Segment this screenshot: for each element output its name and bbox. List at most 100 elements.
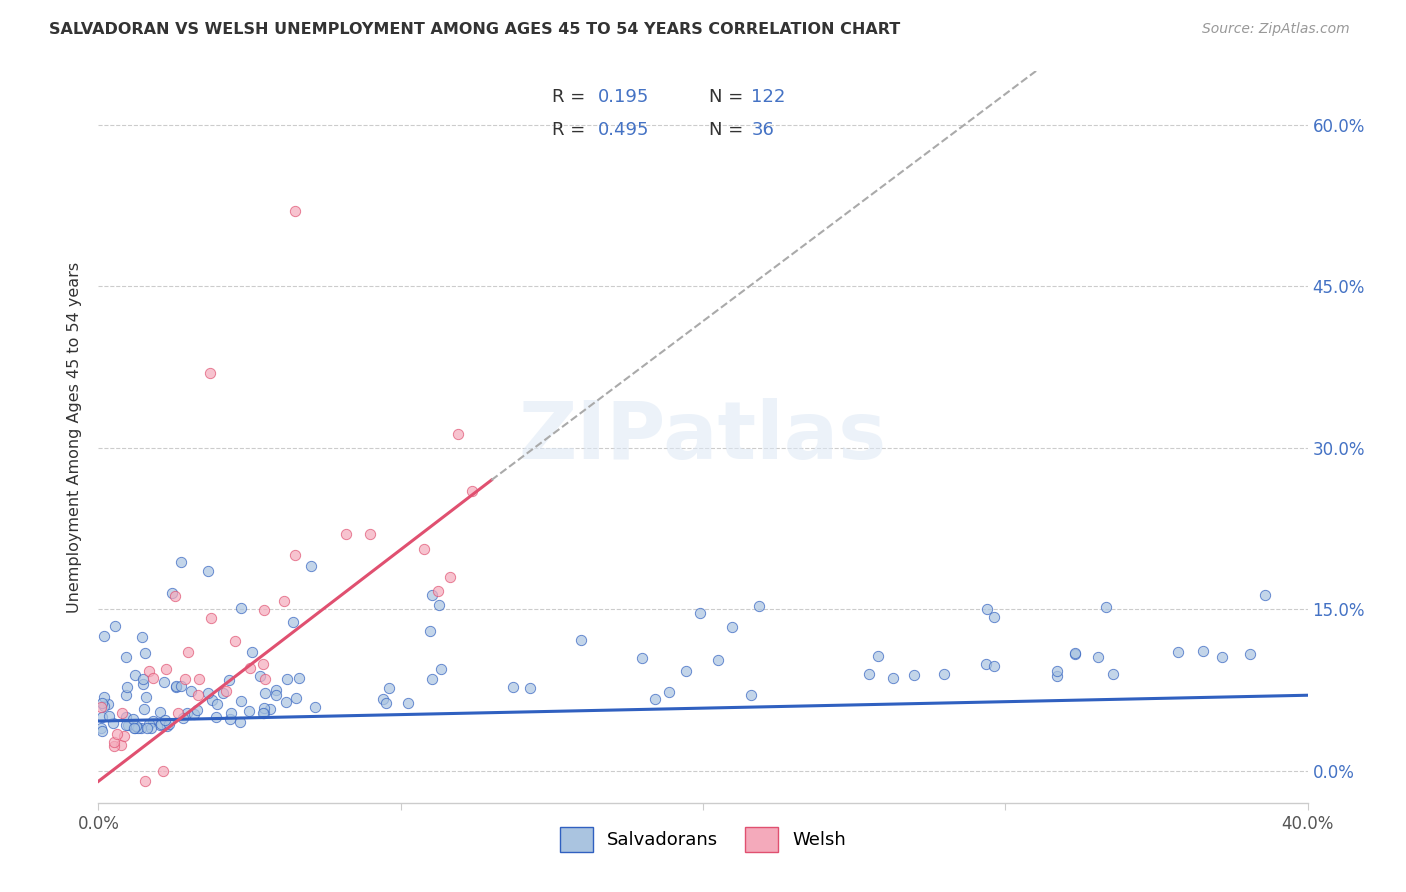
Point [284, 204, 307, 219]
Y-axis label: Unemployment Among Ages 45 to 54 years: Unemployment Among Ages 45 to 54 years [67, 261, 83, 613]
Point [1239, 647, 1261, 661]
Point [165, 679, 187, 693]
Point [430, 662, 453, 676]
Point [105, 727, 128, 741]
Point [644, 691, 666, 706]
Text: 122: 122 [751, 88, 786, 106]
Point [446, 427, 468, 442]
Point [299, 558, 322, 573]
Point [117, 718, 139, 732]
Point [254, 673, 277, 687]
Point [976, 602, 998, 616]
Point [631, 650, 654, 665]
Point [98, 709, 121, 723]
Point [200, 366, 222, 380]
Point [187, 688, 209, 702]
Point [152, 764, 174, 779]
Point [157, 717, 180, 731]
Point [134, 647, 156, 661]
Point [90, 696, 112, 710]
Text: SALVADORAN VS WELSH UNEMPLOYMENT AMONG AGES 45 TO 54 YEARS CORRELATION CHART: SALVADORAN VS WELSH UNEMPLOYMENT AMONG A… [49, 22, 900, 37]
Text: 36: 36 [751, 121, 775, 139]
Point [97, 697, 120, 711]
Point [252, 657, 274, 671]
Point [1167, 645, 1189, 659]
Point [111, 706, 134, 721]
Point [172, 711, 194, 725]
Point [177, 645, 200, 659]
Point [103, 735, 125, 749]
Point [571, 633, 593, 648]
Point [149, 718, 172, 732]
Point [115, 650, 138, 665]
Point [132, 702, 155, 716]
Point [396, 696, 419, 710]
Point [93, 629, 115, 643]
Point [162, 585, 184, 599]
Point [658, 685, 681, 699]
Point [136, 721, 159, 735]
Point [288, 672, 311, 686]
Point [1046, 664, 1069, 678]
Point [93, 690, 115, 705]
Point [229, 694, 252, 708]
Point [219, 713, 242, 727]
Point [983, 610, 1005, 624]
Point [183, 706, 205, 721]
Point [276, 672, 298, 686]
Point [166, 706, 188, 721]
Point [112, 729, 135, 743]
Point [259, 702, 281, 716]
Point [983, 658, 1005, 673]
Point [1087, 650, 1109, 665]
Point [413, 541, 436, 556]
Point [170, 555, 193, 569]
Point [197, 564, 219, 578]
Point [131, 721, 153, 735]
Point [215, 684, 238, 698]
Point [153, 713, 176, 727]
Point [131, 677, 153, 691]
Point [253, 701, 276, 715]
Point [1064, 647, 1087, 661]
Point [335, 527, 357, 541]
Point [127, 721, 149, 735]
Point [231, 601, 253, 615]
Point [131, 630, 153, 644]
Point [253, 603, 276, 617]
Point [103, 716, 125, 731]
Point [165, 680, 187, 694]
Point [174, 673, 197, 687]
Point [1094, 600, 1116, 615]
Point [974, 657, 997, 672]
Point [249, 669, 271, 683]
Text: Source: ZipAtlas.com: Source: ZipAtlas.com [1202, 22, 1350, 37]
Point [903, 667, 925, 681]
Point [748, 599, 770, 613]
Point [1192, 644, 1215, 658]
Point [176, 706, 198, 721]
Text: 0.195: 0.195 [598, 88, 650, 106]
Point [866, 649, 889, 664]
Point [90, 700, 112, 714]
Point [114, 710, 136, 724]
Point [152, 674, 174, 689]
Point [90, 721, 112, 735]
Point [426, 583, 449, 598]
Point [427, 599, 450, 613]
Point [93, 699, 115, 714]
Point [419, 624, 441, 639]
Point [197, 686, 219, 700]
Point [103, 739, 125, 753]
Point [238, 704, 260, 718]
Text: N =: N = [709, 88, 749, 106]
Point [502, 681, 524, 695]
Point [201, 692, 224, 706]
Point [205, 710, 228, 724]
Point [239, 661, 262, 675]
Point [519, 681, 541, 695]
Point [156, 719, 179, 733]
Point [254, 686, 277, 700]
Point [1101, 667, 1123, 681]
Point [276, 695, 298, 709]
